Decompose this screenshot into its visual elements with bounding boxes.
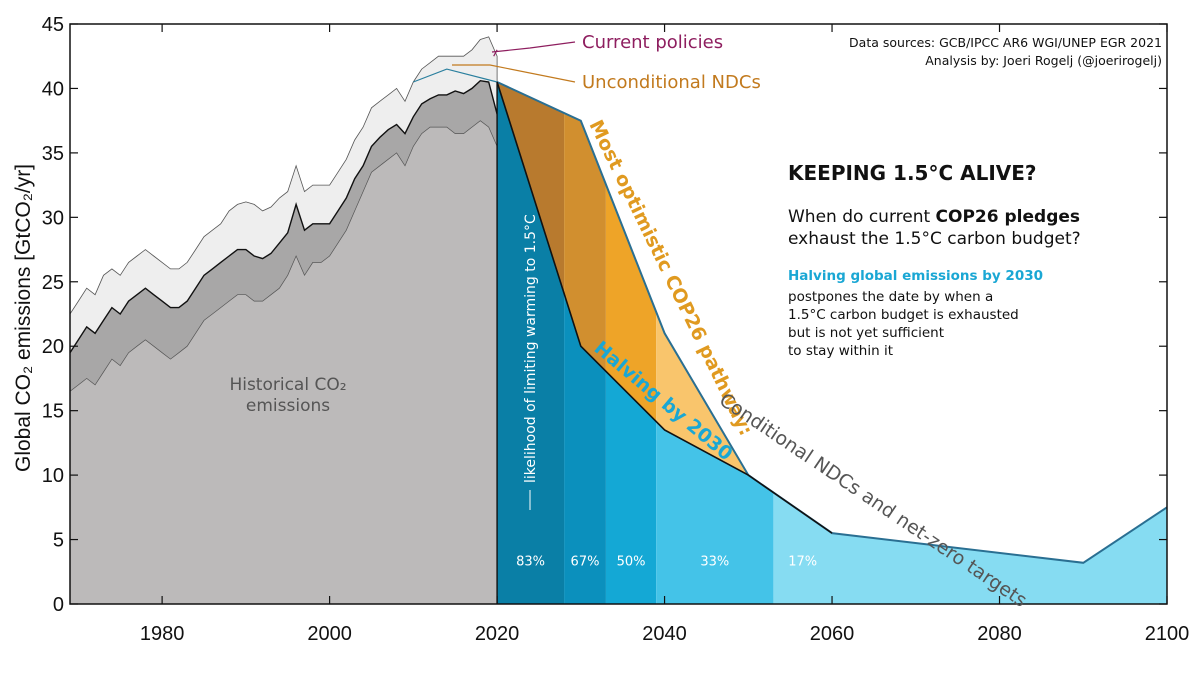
historical-lower-area [70,120,498,604]
note-line-2: 1.5°C carbon budget is exhausted [788,307,1019,323]
historical-area-layer [70,36,498,604]
x-tick-label-2080: 2080 [977,623,1022,645]
halving-pathway-line [496,81,833,534]
y-tick-label-40: 40 [42,78,64,100]
legend-unconditional-ndcs: Unconditional NDCs [582,72,761,93]
y-axis-label: Global CO₂ emissions [GtCO₂/yr] [12,164,35,472]
y-tick-label-35: 35 [42,143,64,165]
likelihood-band-5 [773,492,1167,604]
percentage-labels-layer: 83% 67% 50% 33% 17% [516,554,817,569]
note-line-3: but is not yet sufficient [788,325,944,341]
optimistic-band-2 [564,112,606,372]
likelihood-pct-2: 67% [571,554,600,569]
x-tick-label-2040: 2040 [642,623,687,645]
likelihood-pct-1: 83% [516,554,545,569]
chart-headline: KEEPING 1.5°C ALIVE? [788,161,1037,185]
note-headline: Halving global emissions by 2030 [788,268,1043,284]
sources-text: Data sources: GCB/IPCC AR6 WGI/UNEP EGR … [849,35,1162,50]
likelihood-bands-layer [497,82,1167,604]
likelihood-pct-4: 33% [700,554,729,569]
note-line-1: postpones the date by when a [788,289,993,305]
legend-current-policies: Current policies [582,32,723,53]
unconditional-ndcs-leader [452,64,576,83]
y-tick-label-45: 45 [42,14,64,36]
subtitle-line-1: When do current COP26 pledges [788,207,1080,227]
subtitle-line-2: exhaust the 1.5°C carbon budget? [788,229,1081,249]
y-tick-label-0: 0 [53,594,64,616]
x-tick-label-2060: 2060 [810,623,855,645]
likelihood-band-2 [564,293,606,604]
unconditional-ndcs-line [413,68,498,83]
y-tick-label-10: 10 [42,465,64,487]
historical-lower-line [70,120,498,392]
current-policies-line [493,49,498,57]
likelihood-band-3 [605,371,657,604]
y-tick-label-25: 25 [42,272,64,294]
x-tick-label-2000: 2000 [307,623,352,645]
analysis-credit-text: Analysis by: Joeri Rogelj (@joerirogelj) [925,53,1162,68]
y-tick-label-15: 15 [42,401,64,423]
likelihood-pct-3: 50% [617,554,646,569]
pathway-lines-layer [413,49,1167,604]
y-tick-label-20: 20 [42,336,64,358]
likelihood-band-1 [497,82,565,604]
historical-central-line [70,79,498,354]
historical-label-line-2: emissions [246,396,330,416]
current-policies-leader [491,41,576,53]
y-tick-label-30: 30 [42,207,64,229]
x-tick-label-2100: 2100 [1145,623,1190,645]
axes-layer: 1980 2000 2020 2040 2060 2080 2100 0 5 10 15 20 25 30… [42,14,1190,645]
historical-label-line-1: Historical CO₂ [229,375,346,395]
optimistic-band-3 [605,184,657,422]
plot-frame [69,23,1168,605]
x-tick-label-2020: 2020 [475,623,520,645]
subtitle-bold: COP26 pledges [936,207,1080,227]
likelihood-label: likelihood of limiting warming to 1.5°C [523,214,539,483]
x-tick-label-1980: 1980 [140,623,185,645]
likelihood-pct-5: 17% [788,554,817,569]
likelihood-band-4 [656,421,774,604]
subtitle-pre: When do current [788,207,936,227]
y-tick-label-5: 5 [53,530,64,552]
note-line-4: to stay within it [788,343,893,359]
likelihood-label-group: likelihood of limiting warming to 1.5°C [523,214,539,510]
